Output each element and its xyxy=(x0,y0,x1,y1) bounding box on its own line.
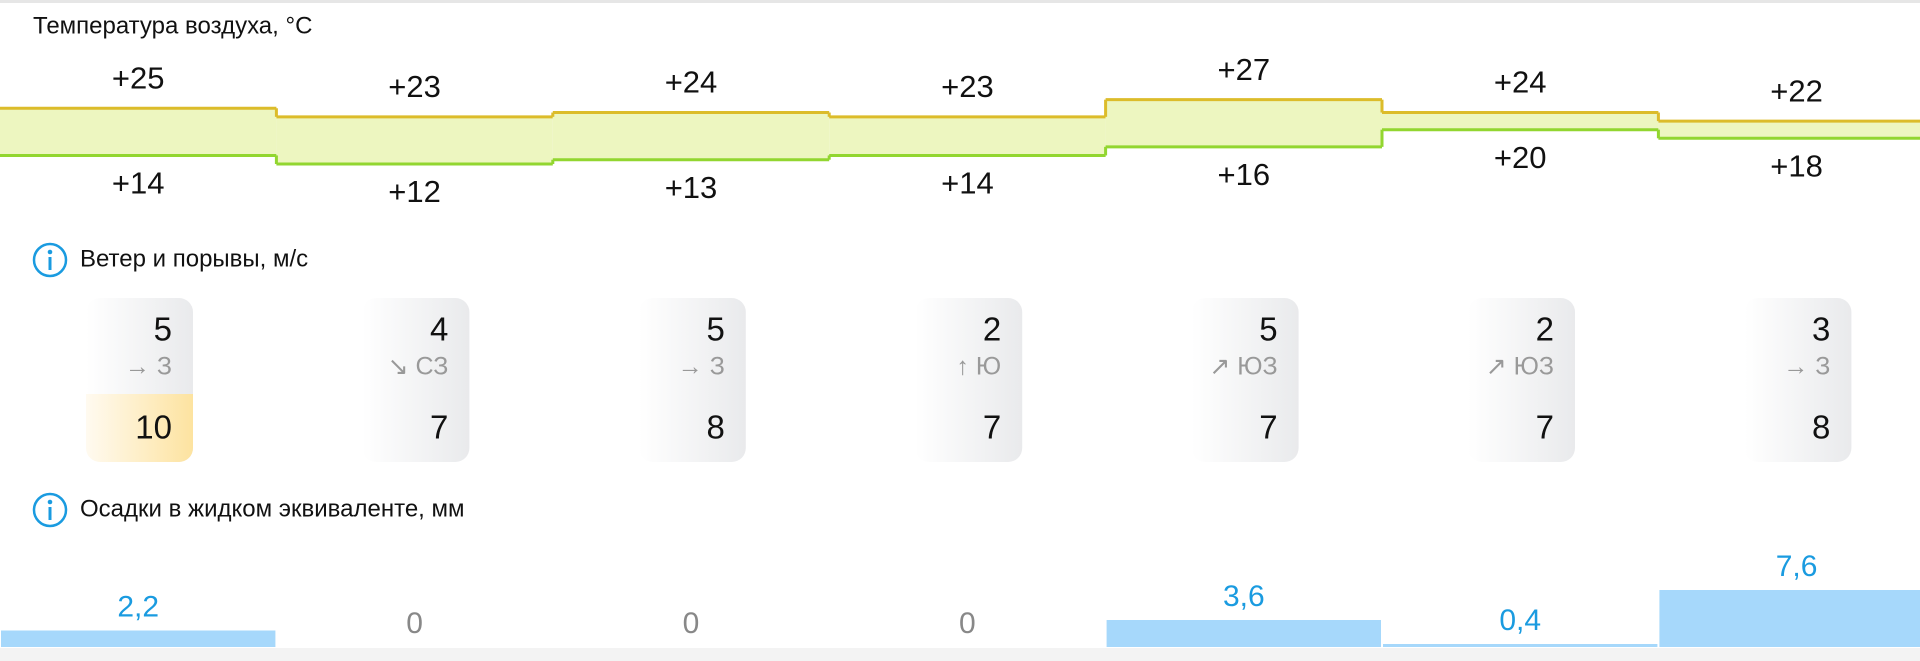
precipitation-label: 3,6 xyxy=(1223,580,1265,613)
bottom-strip xyxy=(0,648,1920,661)
wind-direction: → З xyxy=(1783,353,1830,381)
wind-speed: 5 xyxy=(706,311,724,348)
temperature-band xyxy=(0,108,277,156)
section-title: Температура воздуха, °C xyxy=(33,12,312,39)
min-temperature: +12 xyxy=(388,174,441,209)
max-temperature: +25 xyxy=(112,60,165,95)
wind-gust: 7 xyxy=(983,409,1001,446)
precipitation-bar xyxy=(1,630,276,647)
wind-direction: ↘ СЗ xyxy=(388,353,449,381)
min-temperature: +16 xyxy=(1218,157,1271,192)
wind-speed: 2 xyxy=(1536,311,1554,348)
precipitation-label: 0 xyxy=(959,607,976,640)
precipitation-label: 2,2 xyxy=(117,590,159,623)
wind-gust: 8 xyxy=(706,409,724,446)
section-title: Ветер и порывы, м/с xyxy=(80,245,308,272)
wind-direction: → З xyxy=(125,353,172,381)
wind-speed: 2 xyxy=(983,311,1001,348)
temperature-band xyxy=(1658,121,1920,139)
wind-card xyxy=(1468,298,1575,462)
top-border xyxy=(0,0,1920,3)
precipitation-label: 0 xyxy=(683,607,700,640)
temperature-band xyxy=(1105,99,1382,147)
wind-card xyxy=(1191,298,1299,462)
max-temperature: +23 xyxy=(941,69,994,104)
wind-gust: 7 xyxy=(1536,409,1554,446)
wind-card xyxy=(638,298,746,462)
precipitation-bar xyxy=(1383,644,1658,647)
wind-gust: 7 xyxy=(430,409,448,446)
wind-card xyxy=(1744,298,1852,462)
max-temperature: +24 xyxy=(1494,65,1547,100)
temperature-band xyxy=(1382,112,1659,130)
min-temperature: +20 xyxy=(1494,140,1547,175)
wind-gust: 7 xyxy=(1259,409,1277,446)
wind-gust: 8 xyxy=(1812,409,1830,446)
temperature-band xyxy=(552,112,830,160)
wind-direction: ↑ Ю xyxy=(956,353,1001,381)
precipitation-label: 0,4 xyxy=(1499,604,1541,637)
precipitation-bar xyxy=(1106,620,1381,647)
wind-direction: ↗ ЮЗ xyxy=(1486,353,1554,381)
max-temperature: +22 xyxy=(1770,73,1823,108)
precipitation-label: 7,6 xyxy=(1776,550,1818,583)
temperature-band xyxy=(829,116,1106,156)
wind-direction: ↗ ЮЗ xyxy=(1209,353,1277,381)
min-temperature: +18 xyxy=(1770,148,1823,183)
wind-direction: → З xyxy=(678,353,725,381)
min-temperature: +14 xyxy=(112,166,165,201)
precipitation-label: 0 xyxy=(406,607,423,640)
max-temperature: +27 xyxy=(1218,52,1271,87)
temperature-band xyxy=(276,116,553,165)
wind-card xyxy=(362,298,470,462)
precipitation-bar xyxy=(1659,590,1920,647)
max-temperature: +24 xyxy=(665,65,718,100)
min-temperature: +14 xyxy=(941,166,994,201)
wind-speed: 3 xyxy=(1812,311,1830,348)
gust-highlight xyxy=(86,394,193,414)
max-temperature: +23 xyxy=(388,69,441,104)
section-title: Осадки в жидком эквиваленте, мм xyxy=(80,495,465,522)
wind-speed: 5 xyxy=(1259,311,1277,348)
info-icon[interactable] xyxy=(32,492,68,528)
info-icon[interactable] xyxy=(32,242,68,278)
wind-speed: 5 xyxy=(154,311,172,348)
wind-card xyxy=(915,298,1023,462)
min-temperature: +13 xyxy=(665,170,718,205)
wind-gust: 10 xyxy=(135,409,172,446)
wind-speed: 4 xyxy=(430,311,448,348)
